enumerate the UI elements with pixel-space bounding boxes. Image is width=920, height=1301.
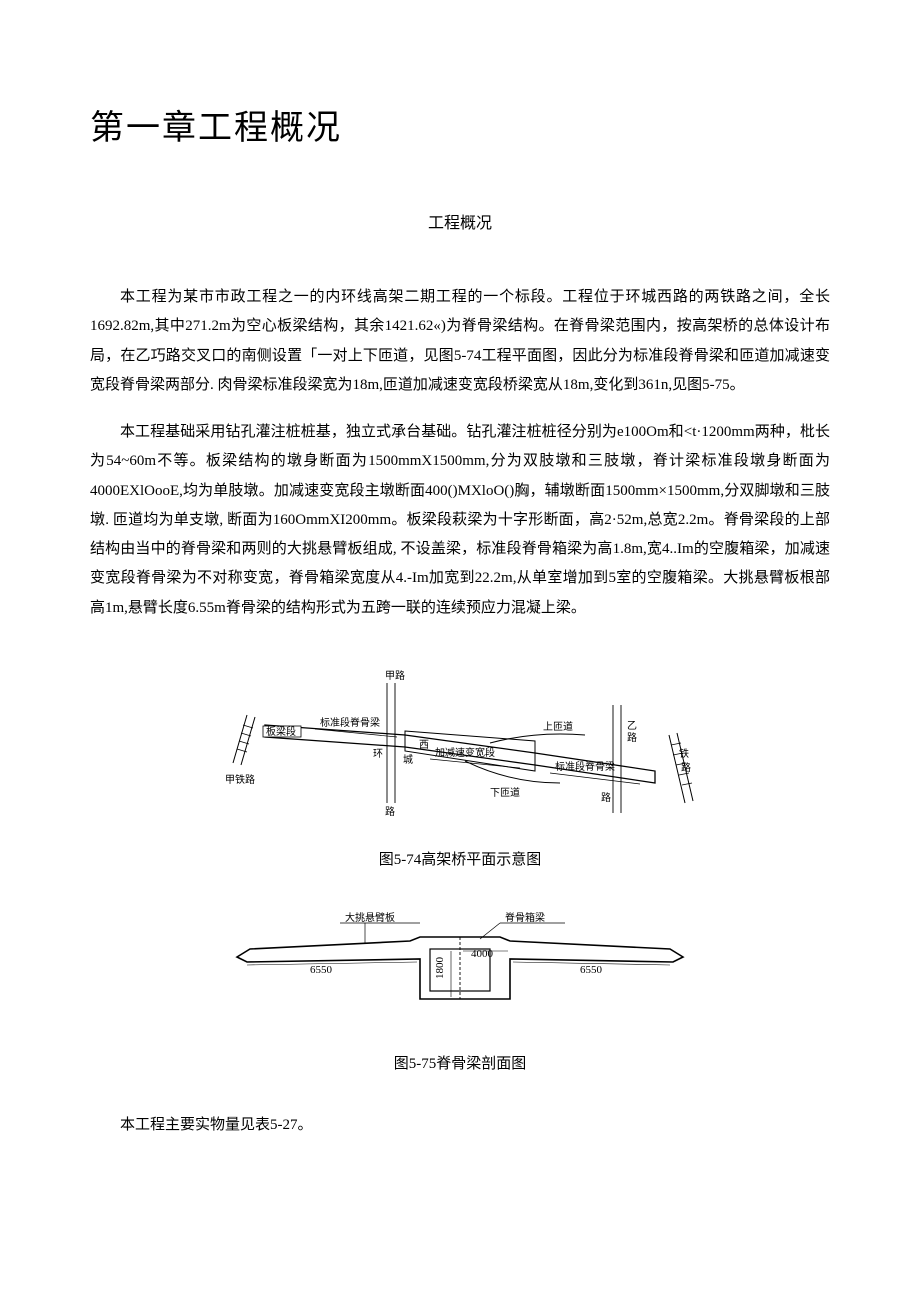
lower-ramp	[465, 761, 560, 783]
fig2-dim-mid: 4000	[471, 948, 494, 960]
fig1-label-xi: 西	[419, 740, 429, 751]
fig2-dim-left: 6550	[310, 964, 333, 976]
fig1-label-std2: 标准段脊骨梁	[555, 760, 615, 773]
section-title: 工程概况	[90, 209, 830, 233]
chapter-title: 第一章工程概况	[90, 100, 830, 149]
fig1-label-cheng: 城	[403, 754, 413, 766]
paragraph-2: 本工程基础采用钻孔灌注桩桩基，独立式承台基础。钻孔灌注桩桩径分别为e100Om和…	[90, 418, 830, 623]
figure-2-svg: 大挑悬臂板 脊骨箱梁 6550 4000 6550 1800	[225, 907, 695, 1027]
figure-1-container: 甲铁路 板梁段 标准段脊骨梁 加减速变宽段 标准段脊骨梁 上匝道 下匝道 甲路 …	[90, 653, 830, 828]
figure-2-caption: 图5-75脊骨梁剖面图	[90, 1052, 830, 1073]
paragraph-1: 本工程为某市市政工程之一的内环线高架二期工程的一个标段。工程位于环城西路的两铁路…	[90, 283, 830, 400]
fig1-label-jitielu: 甲铁路	[225, 773, 255, 786]
figure-1-caption: 图5-74高架桥平面示意图	[90, 848, 830, 869]
fig1-label-banliang: 板梁段	[266, 725, 296, 738]
fig2-label-boxgirder: 脊骨箱梁	[505, 911, 545, 924]
figure-2-container: 大挑悬臂板 脊骨箱梁 6550 4000 6550 1800	[90, 907, 830, 1032]
fig1-label-lu2: 路	[681, 761, 691, 774]
fig1-label-std1: 标准段脊骨梁	[320, 716, 380, 729]
fig2-dim-height: 1800	[434, 956, 446, 979]
fig1-label-huan: 环	[373, 749, 383, 760]
fig1-label-jia: 甲路	[385, 669, 405, 682]
fig1-label-tie: 铁	[679, 747, 689, 760]
fig1-label-jia2: 路	[385, 805, 395, 818]
fig2-label-cantilever: 大挑悬臂板	[345, 911, 395, 924]
fig1-label-var: 加减速变宽段	[435, 746, 495, 759]
left-railway	[233, 715, 255, 765]
fig1-label-yi2: 路	[627, 731, 637, 744]
paragraph-3: 本工程主要实物量见表5-27。	[90, 1111, 830, 1140]
fig2-dim-right: 6550	[580, 964, 603, 976]
figure-1-svg: 甲铁路 板梁段 标准段脊骨梁 加减速变宽段 标准段脊骨梁 上匝道 下匝道 甲路 …	[225, 653, 695, 823]
fig1-label-lower-ramp: 下匝道	[490, 786, 520, 799]
fig1-label-yi: 乙	[627, 720, 637, 732]
fig1-label-lu: 路	[601, 791, 611, 804]
fig1-label-upper-ramp: 上匝道	[543, 720, 573, 733]
